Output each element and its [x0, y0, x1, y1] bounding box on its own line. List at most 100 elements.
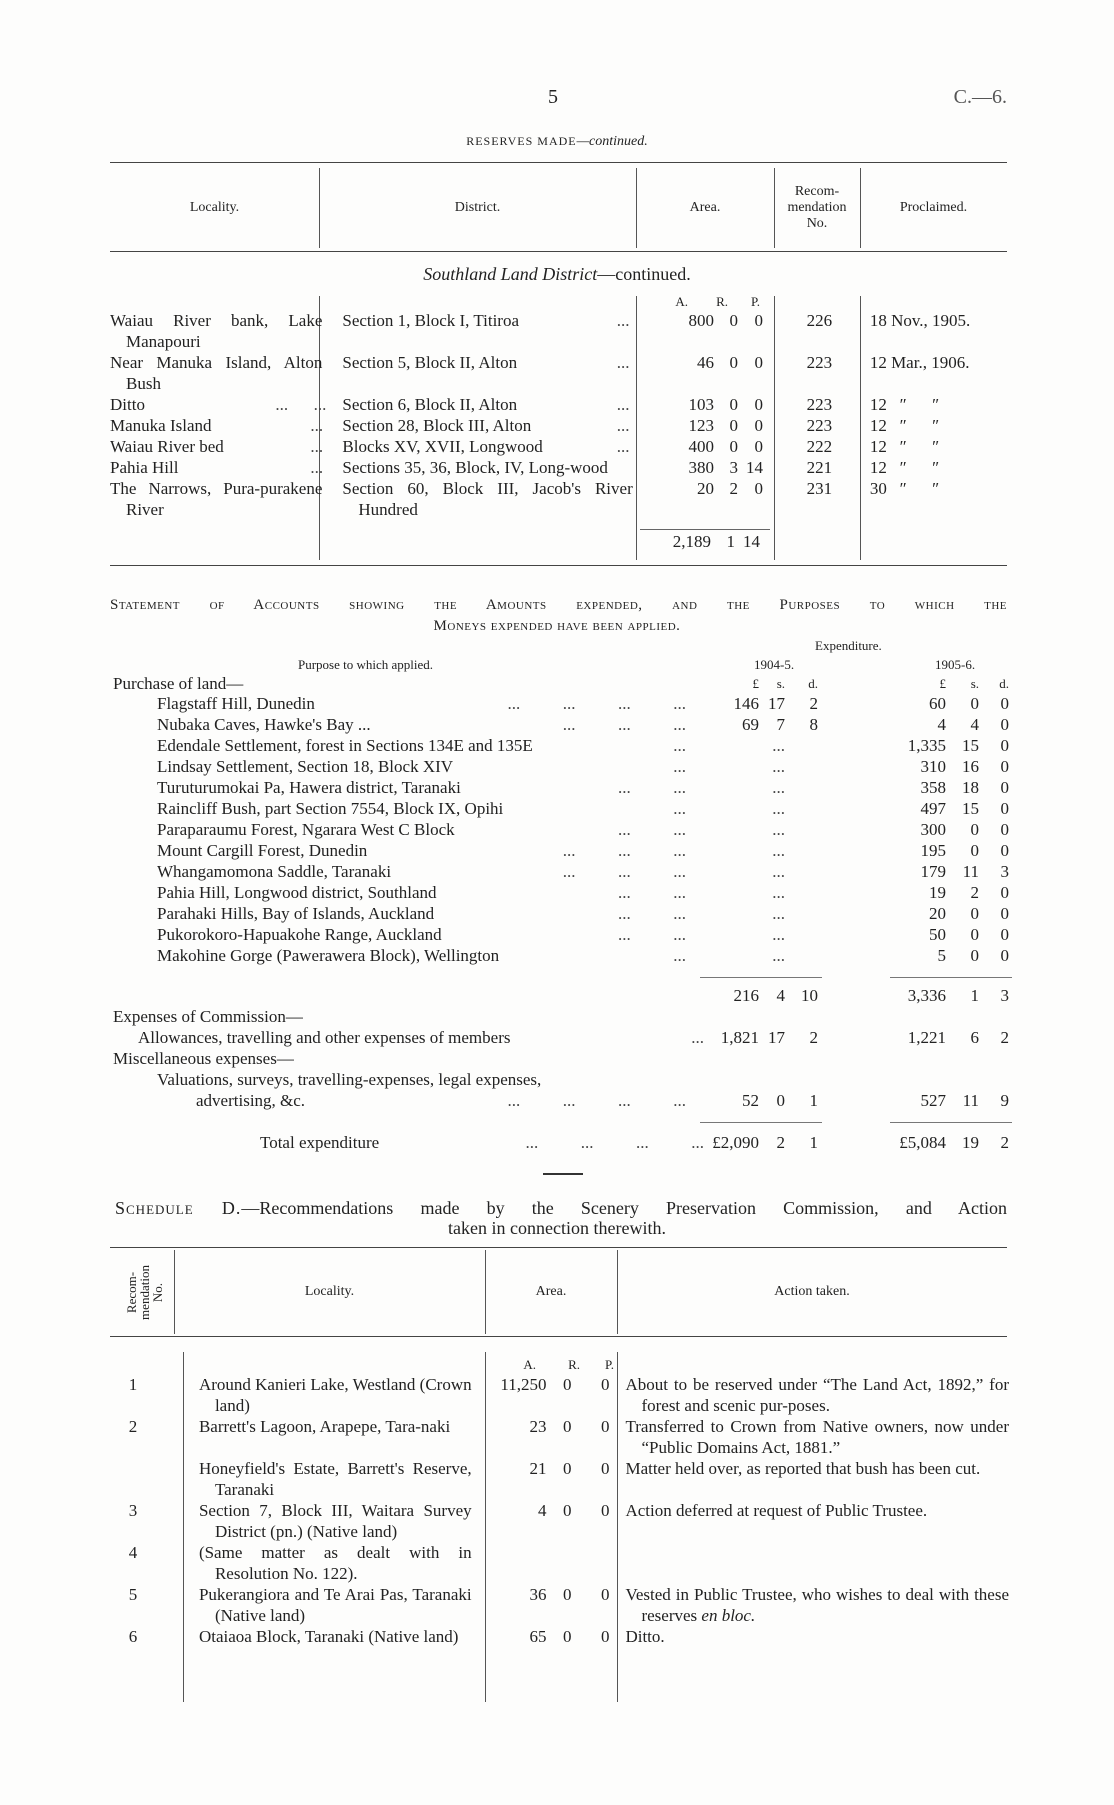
- amount-1904-empty: ...: [772, 862, 785, 881]
- purpose-text: Flagstaff Hill, Dunedin: [157, 694, 315, 713]
- amount-1905-pounds: 1,221: [907, 1028, 946, 1047]
- leader-dots: ... ...: [618, 778, 686, 797]
- schedule-table-body: 1 Around Kanieri Lake, Westland (Crown la…: [110, 1374, 1009, 1647]
- locality-text: Pahia Hill: [110, 458, 179, 477]
- district-cell: Section 1, Block I, Titiroa...: [342, 311, 630, 330]
- recommendation-number: 4: [128, 1543, 138, 1562]
- area-roods: 0: [729, 395, 738, 414]
- district-text: Section 5, Block II, Alton: [342, 353, 518, 372]
- amount-1905-shillings: 11: [962, 862, 979, 881]
- column-divider: [319, 168, 320, 248]
- district-cell: Section 6, Block II, Alton...: [342, 395, 630, 414]
- amount-1905-pence: 0: [1000, 904, 1010, 923]
- unit-acres: A.: [523, 1357, 536, 1372]
- amount-1905-shillings: 18: [962, 778, 979, 797]
- amount-1905-pence: 0: [1000, 715, 1010, 734]
- locality-text: Waiau River bed: [110, 437, 224, 456]
- amount-1905-pounds: 358: [920, 778, 947, 797]
- amount-1905-shillings: 15: [962, 799, 979, 818]
- locality-cell: Ditto ... ...: [110, 394, 332, 415]
- district-cell: Section 5, Block II, Alton...: [342, 353, 630, 372]
- leader-dots: ... ...: [618, 904, 686, 923]
- reserves-title: Reserves made—continued.: [0, 134, 1114, 150]
- area-cell: 380 3 14: [641, 457, 777, 478]
- amount-1905-shillings: 0: [970, 904, 980, 923]
- recommendation-number: 221: [806, 458, 833, 477]
- amount-1905-pence: 0: [1000, 841, 1010, 860]
- account-row: Lindsay Settlement, Section 18, Block XI…: [0, 756, 1114, 777]
- proclaimed-date: 12 ″ ″: [869, 395, 940, 414]
- table-rule: [110, 162, 1007, 163]
- amount-1905-pounds: 497: [920, 799, 947, 818]
- account-row: Whangamomona Saddle, Taranaki... ... ...…: [0, 861, 1114, 882]
- column-header-recommendation-text: Recom-mendation No.: [123, 1264, 165, 1320]
- amount-1904-pounds: 146: [733, 694, 760, 713]
- proclaimed-date: 12 ″ ″: [869, 416, 940, 435]
- leader-dots: ... ...: [275, 395, 327, 414]
- leader-dots: ... ...: [618, 925, 686, 944]
- area-roods: 0: [562, 1501, 572, 1520]
- area-cell: 123 0 0: [641, 415, 777, 436]
- unit-roods: R.: [568, 1357, 580, 1372]
- area-perches: 0: [754, 353, 763, 372]
- amount-1904-empty: ...: [772, 736, 785, 755]
- recommendation-number: 226: [806, 311, 833, 330]
- purpose-text: Nubaka Caves, Hawke's Bay ...: [157, 715, 371, 734]
- account-row: Expenses of Commission—: [0, 1006, 1114, 1027]
- amount-1905-pence: 2: [1000, 1133, 1010, 1152]
- action-cell: Ditto.: [617, 1626, 1009, 1647]
- year-header-1905: 1905-6.: [935, 657, 976, 672]
- account-row: Turuturumokai Pa, Hawera district, Taran…: [0, 777, 1114, 798]
- section-divider: [543, 1173, 583, 1175]
- leader-dots: ...: [673, 757, 686, 776]
- amount-1905-shillings: 19: [962, 1133, 979, 1152]
- table-row: 2 Barrett's Lagoon, Arapepe, Tara-naki 23 0…: [110, 1416, 1009, 1458]
- column-divider: [860, 296, 861, 560]
- action-cell: Vested in Public Trustee, who wishes to …: [617, 1584, 1009, 1626]
- area-acres: 380: [688, 458, 714, 477]
- unit-perches: P.: [604, 1357, 614, 1372]
- area-roods: 0: [562, 1375, 572, 1394]
- area-perches: 0: [600, 1627, 610, 1646]
- area-roods: 3: [729, 458, 738, 477]
- schedule-title-label: Schedule D.: [115, 1198, 242, 1218]
- area-cell: 23 0 0: [480, 1416, 612, 1458]
- locality-cell: (Same matter as dealt with in Resolution…: [198, 1543, 472, 1583]
- amount-1904-shillings: 17: [768, 1028, 785, 1047]
- area-acres: 103: [688, 395, 714, 414]
- leader-dots: ... ...: [618, 883, 686, 902]
- district-subtitle-italic: Southland Land District: [423, 264, 598, 284]
- proclaimed-date: 12 Mar., 1906.: [869, 353, 970, 372]
- area-roods: 0: [729, 353, 738, 372]
- reserves-total: 2,189 1 14: [636, 531, 774, 552]
- amount-1905-shillings: 0: [970, 946, 980, 965]
- unit-perches: P.: [750, 294, 760, 309]
- column-header-proclaimed: Proclaimed.: [899, 200, 968, 215]
- column-divider: [174, 1250, 175, 1334]
- expenditure-label: Expenditure.: [815, 638, 882, 653]
- amount-1905-pence: 0: [1000, 925, 1010, 944]
- table-rule: [110, 1336, 1007, 1337]
- column-header-recommendation: Recom-mendation No.: [118, 1250, 170, 1334]
- amount-1904-empty: ...: [772, 946, 785, 965]
- amount-1905-pounds: 4: [937, 715, 947, 734]
- recommendation-number: 223: [806, 353, 833, 372]
- district-text: Blocks XV, XVII, Longwood: [342, 437, 543, 456]
- district-text: Section 1, Block I, Titiroa: [342, 311, 520, 330]
- area-roods: 0: [562, 1627, 572, 1646]
- area-acres: 800: [688, 311, 714, 330]
- area-perches: 0: [600, 1375, 610, 1394]
- district-subtitle-rest: —continued.: [597, 264, 691, 284]
- area-cell: 11,250 0 0: [480, 1374, 612, 1416]
- total-rule: [700, 1122, 822, 1123]
- reserves-table-body: Waiau River bank, Lake Manapouri Section …: [110, 310, 1007, 520]
- purpose-text: Mount Cargill Forest, Dunedin: [157, 841, 368, 860]
- locality-cell: Manuka Island...: [110, 416, 324, 435]
- district-cell: Blocks XV, XVII, Longwood...: [342, 437, 630, 456]
- locality-text: Waiau River bank, Lake Manapouri: [110, 311, 323, 351]
- area-acres: 123: [688, 416, 714, 435]
- amount-1905-pence: 0: [1000, 820, 1010, 839]
- locality-cell: Pahia Hill...: [110, 458, 324, 477]
